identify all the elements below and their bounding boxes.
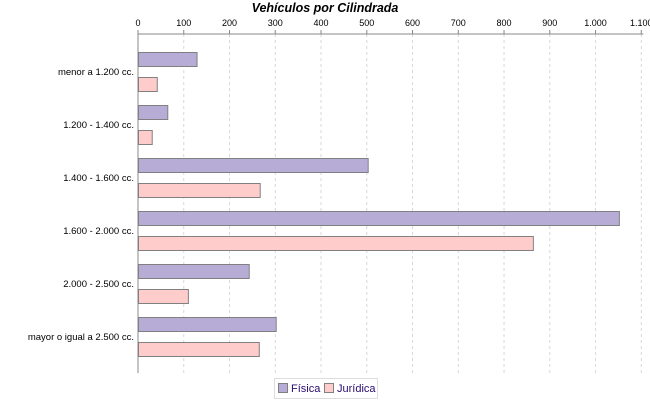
tick-label: 700 bbox=[451, 18, 466, 28]
legend-swatch bbox=[278, 383, 288, 393]
bar-jurídica bbox=[138, 289, 189, 304]
bar-física bbox=[138, 264, 250, 279]
legend: Física Jurídica bbox=[274, 378, 378, 399]
legend-swatch bbox=[324, 383, 334, 393]
tick-label: 400 bbox=[314, 18, 329, 28]
legend-label: Jurídica bbox=[337, 383, 376, 395]
tick-label: 600 bbox=[405, 18, 420, 28]
tick-label: 200 bbox=[222, 18, 237, 28]
tick-label: 900 bbox=[542, 18, 557, 28]
category-label: 1.600 - 2.000 cc. bbox=[63, 226, 134, 237]
chart-title: Vehículos por Cilindrada bbox=[252, 1, 399, 15]
bar-jurídica bbox=[138, 236, 534, 251]
bar-jurídica bbox=[138, 183, 261, 198]
category-label: 1.200 - 1.400 cc. bbox=[63, 120, 134, 131]
category-label: 2.000 - 2.500 cc. bbox=[63, 279, 134, 290]
category-label: menor a 1.200 cc. bbox=[58, 67, 134, 78]
tick-label: 0 bbox=[135, 18, 140, 28]
bar-jurídica bbox=[138, 130, 153, 145]
tick-label: 300 bbox=[268, 18, 283, 28]
bar-jurídica bbox=[138, 77, 158, 92]
category-label: 1.400 - 1.600 cc. bbox=[63, 173, 134, 184]
bar-física bbox=[138, 211, 620, 226]
bar-jurídica bbox=[138, 342, 260, 357]
tick-label: 500 bbox=[359, 18, 374, 28]
tick-label: 800 bbox=[497, 18, 512, 28]
bar-física bbox=[138, 317, 277, 332]
legend-label: Física bbox=[291, 383, 321, 395]
tick-label: 1.000 bbox=[584, 18, 607, 28]
category-label: mayor o igual a 2.500 cc. bbox=[28, 332, 134, 343]
tick-label: 1.100 bbox=[630, 18, 650, 28]
bar-física bbox=[138, 158, 369, 173]
bar-física bbox=[138, 52, 198, 67]
tick-label: 100 bbox=[176, 18, 191, 28]
bar-física bbox=[138, 105, 169, 120]
